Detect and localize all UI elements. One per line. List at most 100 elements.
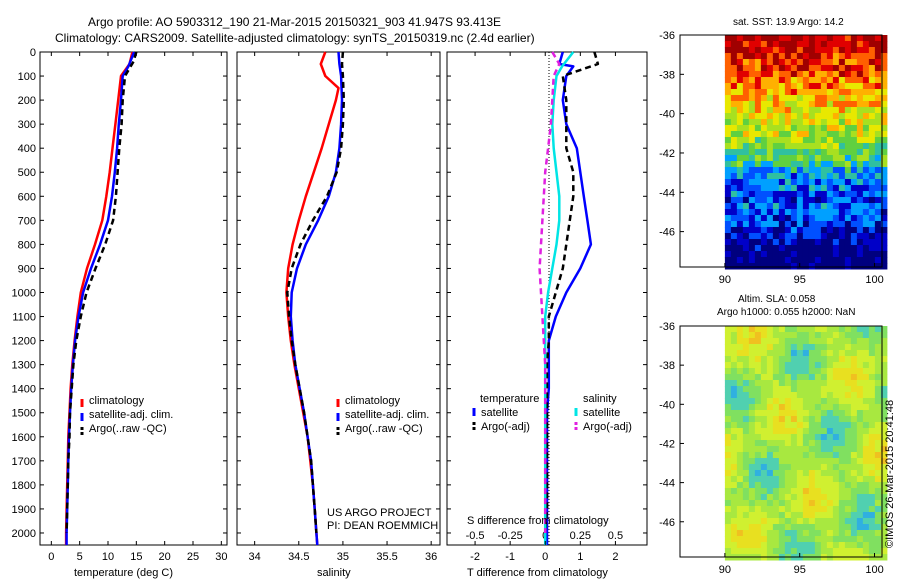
- sla-cell: [808, 482, 816, 489]
- sst-cell: [868, 89, 876, 96]
- sst-cell: [802, 113, 810, 120]
- sla-cell: [826, 350, 834, 357]
- sla-cell: [808, 536, 816, 543]
- sla-cell: [790, 518, 798, 525]
- sst-cell: [748, 137, 756, 144]
- sst-cell: [724, 179, 732, 186]
- sst-cell: [874, 65, 882, 72]
- sla-cell: [814, 434, 822, 441]
- sla-cell: [748, 428, 756, 435]
- sla-cell: [802, 524, 810, 531]
- sla-cell: [856, 344, 864, 351]
- sst-cell: [862, 203, 870, 210]
- sst-cell: [868, 113, 876, 120]
- sla-cell: [844, 494, 852, 501]
- sst-cell: [802, 83, 810, 90]
- sla-cell: [838, 446, 846, 453]
- sla-cell: [880, 512, 888, 519]
- sst-cell: [826, 101, 834, 108]
- sla-cell: [862, 452, 870, 459]
- sla-cell: [862, 350, 870, 357]
- sla-cell: [724, 548, 732, 555]
- sla-cell: [742, 410, 750, 417]
- sla-cell: [754, 338, 762, 345]
- sst-cell: [784, 263, 792, 270]
- sst-cell: [724, 77, 732, 84]
- sst-cell: [760, 65, 768, 72]
- legend-satellite-label: satellite-adj. clim.: [89, 409, 173, 421]
- sla-cell: [790, 350, 798, 357]
- sst-cell: [820, 167, 828, 174]
- sst-cell: [730, 65, 738, 72]
- sla-cell: [862, 464, 870, 471]
- sst-cell: [724, 161, 732, 168]
- sst-cell: [856, 239, 864, 246]
- sla-cell: [868, 392, 876, 399]
- sla-cell: [784, 380, 792, 387]
- sst-cell: [784, 185, 792, 192]
- sst-cell: [832, 53, 840, 60]
- sst-cell: [868, 155, 876, 162]
- legend-temperature-title: temperature: [480, 393, 539, 405]
- sst-cell: [850, 53, 858, 60]
- sst-cell: [844, 59, 852, 66]
- sla-cell: [802, 452, 810, 459]
- sst-cell: [874, 173, 882, 180]
- sst-cell: [862, 137, 870, 144]
- sla-cell: [868, 338, 876, 345]
- sla-cell: [880, 500, 888, 507]
- sst-cell: [814, 59, 822, 66]
- sst-cell: [820, 179, 828, 186]
- sst-cell: [832, 197, 840, 204]
- sst-cell: [868, 47, 876, 54]
- sst-cell: [742, 161, 750, 168]
- sla-cell: [850, 428, 858, 435]
- sst-cell: [856, 83, 864, 90]
- sst-cell: [748, 233, 756, 240]
- sla-cell: [796, 368, 804, 375]
- sst-cell: [868, 197, 876, 204]
- sla-cell: [796, 362, 804, 369]
- sst-cell: [748, 161, 756, 168]
- sla-cell: [880, 434, 888, 441]
- sla-cell: [838, 350, 846, 357]
- sla-cell: [742, 452, 750, 459]
- sst-cell: [850, 239, 858, 246]
- header-line2: Climatology: CARS2009. Satellite-adjuste…: [55, 31, 535, 45]
- sst-cell: [856, 149, 864, 156]
- sst-cell: [748, 227, 756, 234]
- sst-cell: [778, 131, 786, 138]
- sla-cell: [832, 380, 840, 387]
- sst-cell: [760, 35, 768, 42]
- sst-cell: [778, 35, 786, 42]
- sst-field: [724, 35, 888, 270]
- sla-cell: [856, 398, 864, 405]
- sst-cell: [850, 155, 858, 162]
- sst-cell: [856, 257, 864, 264]
- sla-cell: [850, 422, 858, 429]
- sst-cell: [862, 263, 870, 270]
- sla-cell: [880, 392, 888, 399]
- sla-cell: [760, 464, 768, 471]
- sla-cell: [838, 386, 846, 393]
- sla-cell: [754, 416, 762, 423]
- sla-cell: [736, 476, 744, 483]
- sst-cell: [766, 77, 774, 84]
- sla-cell: [742, 476, 750, 483]
- sst-cell: [790, 263, 798, 270]
- sla-cell: [868, 356, 876, 363]
- sla-cell: [766, 362, 774, 369]
- sst-cell: [850, 77, 858, 84]
- sla-cell: [808, 416, 816, 423]
- sst-cell: [724, 89, 732, 96]
- sst-cell: [742, 71, 750, 78]
- sla-cell: [862, 404, 870, 411]
- salinity-axes-frame: [236, 51, 441, 546]
- sla-cell: [796, 548, 804, 555]
- sla-cell: [856, 500, 864, 507]
- sst-cell: [736, 77, 744, 84]
- sst-cell: [778, 155, 786, 162]
- sla-cell: [856, 482, 864, 489]
- sla-cell: [856, 506, 864, 513]
- sst-cell: [796, 89, 804, 96]
